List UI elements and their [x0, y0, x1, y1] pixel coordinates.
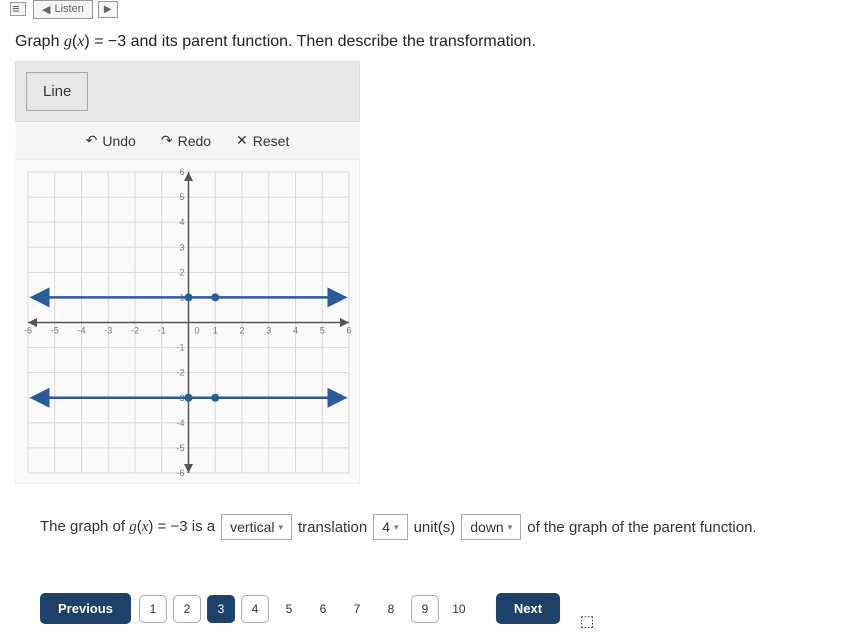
redo-label: Redo: [178, 133, 211, 149]
chevron-down-icon: ▾: [508, 522, 513, 533]
speaker-icon: ◀: [42, 3, 50, 16]
svg-text:-4: -4: [176, 418, 184, 428]
answer-sentence: The graph of g(x) = −3 is a vertical ▾ t…: [0, 484, 844, 545]
units-select[interactable]: 4 ▾: [373, 514, 407, 540]
page-4[interactable]: 4: [241, 595, 269, 623]
menu-icon[interactable]: [10, 2, 26, 16]
previous-button[interactable]: Previous: [40, 593, 131, 624]
pagination-nav: Previous 12345678910 Next: [40, 593, 829, 624]
listen-label: Listen: [54, 3, 83, 15]
reset-label: Reset: [253, 133, 290, 149]
svg-text:0: 0: [195, 326, 200, 336]
page-9[interactable]: 9: [411, 595, 439, 623]
svg-text:2: 2: [179, 267, 184, 277]
graph-tool-panel: Line ↶ Undo ↷ Redo ✕ Reset -6 -5 -4 -3 -2 -1 1…: [15, 61, 360, 484]
page-5[interactable]: 5: [275, 595, 303, 623]
svg-text:3: 3: [179, 242, 184, 252]
page-3[interactable]: 3: [207, 595, 235, 623]
svg-text:-1: -1: [176, 343, 184, 353]
next-button[interactable]: Next: [496, 593, 560, 624]
svg-text:2: 2: [239, 326, 244, 336]
select-value: vertical: [230, 519, 274, 535]
svg-text:6: 6: [179, 167, 184, 177]
redo-button[interactable]: ↷ Redo: [161, 132, 211, 149]
answer-text: translation: [298, 519, 367, 536]
svg-text:6: 6: [346, 326, 351, 336]
page-7[interactable]: 7: [343, 595, 371, 623]
chevron-down-icon: ▾: [394, 522, 399, 533]
undo-icon: ↶: [86, 132, 98, 149]
svg-text:-1: -1: [158, 326, 166, 336]
action-row: ↶ Undo ↷ Redo ✕ Reset: [15, 122, 360, 159]
page-10[interactable]: 10: [445, 595, 473, 623]
direction-select[interactable]: down ▾: [461, 514, 521, 540]
listen-button[interactable]: ◀ Listen: [33, 0, 93, 19]
chevron-down-icon: ▾: [278, 522, 283, 533]
reset-button[interactable]: ✕ Reset: [236, 132, 289, 149]
question-text: Graph g(x) = −3 and its parent function.…: [0, 18, 844, 61]
svg-text:-6: -6: [24, 326, 32, 336]
answer-text: unit(s): [414, 519, 456, 536]
svg-text:3: 3: [266, 326, 271, 336]
select-value: 4: [382, 519, 390, 535]
svg-text:4: 4: [293, 326, 298, 336]
undo-button[interactable]: ↶ Undo: [86, 132, 136, 149]
page-6[interactable]: 6: [309, 595, 337, 623]
svg-text:5: 5: [179, 192, 184, 202]
play-button[interactable]: ▶: [98, 1, 118, 18]
svg-text:-4: -4: [77, 326, 85, 336]
answer-text: of the graph of the parent function.: [527, 519, 756, 536]
coordinate-graph[interactable]: -6-5-4-3-2-1123456-6-5-4-3-2-11234560: [15, 159, 360, 484]
undo-label: Undo: [102, 133, 135, 149]
svg-text:-2: -2: [176, 368, 184, 378]
page-1[interactable]: 1: [139, 595, 167, 623]
tool-header: Line: [15, 61, 360, 122]
reset-icon: ✕: [236, 132, 248, 149]
svg-text:-3: -3: [104, 326, 112, 336]
svg-text:-6: -6: [176, 468, 184, 478]
page-8[interactable]: 8: [377, 595, 405, 623]
answer-text: The graph of g(x) = −3 is a: [40, 518, 215, 536]
redo-icon: ↷: [161, 132, 173, 149]
page-2[interactable]: 2: [173, 595, 201, 623]
direction-type-select[interactable]: vertical ▾: [221, 514, 292, 540]
svg-text:1: 1: [213, 326, 218, 336]
svg-text:-5: -5: [176, 443, 184, 453]
svg-text:5: 5: [320, 326, 325, 336]
svg-text:-5: -5: [51, 326, 59, 336]
line-tool-button[interactable]: Line: [26, 72, 88, 111]
svg-text:4: 4: [179, 217, 184, 227]
svg-text:-2: -2: [131, 326, 139, 336]
select-value: down: [470, 519, 503, 535]
